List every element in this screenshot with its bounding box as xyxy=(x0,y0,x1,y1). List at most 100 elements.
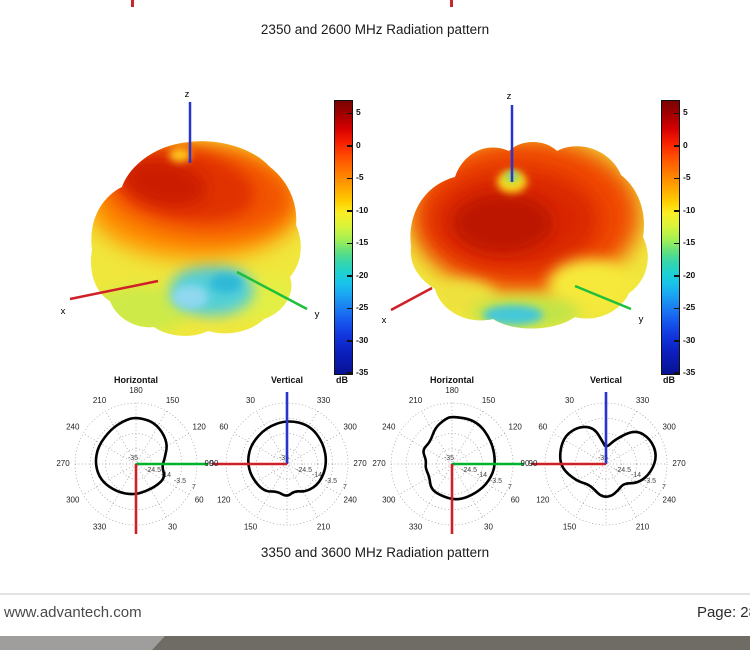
angle-label: 270 xyxy=(672,459,686,468)
angle-label: 210 xyxy=(409,396,423,405)
colorbar-left xyxy=(334,100,353,375)
colorbar-tick-label: 0 xyxy=(683,139,688,150)
y-axis-label: y xyxy=(315,309,320,320)
angle-label: 270 xyxy=(372,459,386,468)
angle-label: 30 xyxy=(484,522,493,531)
colorbar-tick xyxy=(674,307,679,309)
radial-tick-label: -3.5 xyxy=(490,478,502,485)
angle-label: 330 xyxy=(636,396,650,405)
colorbar-tick xyxy=(347,340,352,342)
colorbar-tick-label: -15 xyxy=(356,237,369,247)
angle-label: 300 xyxy=(66,496,80,505)
radial-tick-label: -35 xyxy=(598,455,608,462)
colorbar-tick xyxy=(347,210,352,212)
colorbar-tick-label: -20 xyxy=(683,269,696,280)
radiation-pattern-curve xyxy=(422,415,497,501)
radial-tick-label: -3.5 xyxy=(174,478,186,485)
angle-label: 330 xyxy=(93,522,107,531)
angle-label: 120 xyxy=(509,423,523,432)
angle-label: 90 xyxy=(210,459,219,468)
colorbar-unit-label: dB xyxy=(336,375,348,385)
colorbar-tick xyxy=(347,307,352,309)
z-axis-label: z xyxy=(185,89,190,100)
colorbar-tick xyxy=(347,112,352,114)
colorbar-tick xyxy=(674,372,679,374)
blob-left xyxy=(90,141,301,336)
radial-tick-label: 7 xyxy=(508,484,512,491)
angle-label: 180 xyxy=(445,386,459,395)
radial-tick-label: -14 xyxy=(477,472,487,479)
colorbar-tick-label: 5 xyxy=(683,107,688,117)
angle-label: 240 xyxy=(344,496,358,505)
angle-label: 210 xyxy=(636,522,650,531)
angle-label: 270 xyxy=(353,459,367,468)
colorbar-tick xyxy=(674,145,679,147)
angle-label: 30 xyxy=(565,396,574,405)
angle-label: 30 xyxy=(168,522,177,531)
colorbar-tick-label: 0 xyxy=(356,139,361,150)
radial-tick-label: -35 xyxy=(444,455,454,462)
colorbar-tick xyxy=(674,242,679,244)
radial-tick-label: -35 xyxy=(128,455,138,462)
polar-plot-vertical-1: -35 -24.5 -14 -3.5 7 330 300 270 240 210… xyxy=(210,392,367,531)
x-axis-line xyxy=(69,279,159,301)
colorbar-tick-label: -25 xyxy=(356,302,369,312)
colorbar-tick-label: -25 xyxy=(683,302,696,312)
footer-page-number: Page: 28 xyxy=(696,604,750,621)
colorbar-tick-label: -30 xyxy=(356,334,369,345)
angle-label: 150 xyxy=(482,396,496,405)
x-axis-line xyxy=(390,286,433,312)
colorbar-tick xyxy=(674,112,679,114)
figure-caption-top: 2350 and 2600 MHz Radiation pattern xyxy=(260,22,490,37)
colorbar-tick xyxy=(347,145,352,147)
angle-label: 240 xyxy=(66,423,80,432)
angle-label: 150 xyxy=(244,522,258,531)
angle-label: 150 xyxy=(166,396,180,405)
radial-tick-label: -3.5 xyxy=(644,478,656,485)
footer-divider xyxy=(0,593,750,595)
angle-label: 30 xyxy=(246,396,255,405)
angle-label: 150 xyxy=(563,522,577,531)
radial-tick-label: 7 xyxy=(662,484,666,491)
colorbar-tick-label: -35 xyxy=(683,367,696,377)
z-axis-label: z xyxy=(507,91,512,102)
radial-tick-label: -14 xyxy=(161,472,171,479)
colorbar-tick-label: 5 xyxy=(356,107,361,117)
x-axis-label: x xyxy=(382,315,387,326)
colorbar-right xyxy=(661,100,680,375)
colorbar-tick xyxy=(674,340,679,342)
colorbar-unit-label: dB xyxy=(663,375,675,385)
angle-label: 300 xyxy=(663,423,677,432)
colorbar-tick-label: -35 xyxy=(356,367,369,377)
angle-label: 120 xyxy=(217,496,231,505)
y-axis-label: y xyxy=(639,314,644,325)
angle-label: 300 xyxy=(382,496,396,505)
footer-website: www.advantech.com xyxy=(4,604,142,621)
radiation-3d-plot-right: z x y xyxy=(382,91,648,329)
colorbar-tick-label: -15 xyxy=(683,237,696,247)
radial-tick-label: -24.5 xyxy=(461,467,477,474)
radial-tick-label: -24.5 xyxy=(145,467,161,474)
cut-heading-mark-left xyxy=(131,0,134,7)
y-axis-line xyxy=(236,270,308,311)
polar-title: Horizontal xyxy=(430,375,474,385)
angle-label: 180 xyxy=(129,386,143,395)
angle-label: 120 xyxy=(536,496,550,505)
polar-plot-vertical-2: -35 -24.5 -14 -3.5 7 330 300 270 240 210… xyxy=(529,392,686,531)
angle-label: 60 xyxy=(511,496,520,505)
colorbar-tick-label: -5 xyxy=(356,172,364,182)
radiation-pattern-curve xyxy=(94,416,168,496)
colorbar-tick xyxy=(674,210,679,212)
cut-heading-mark-right xyxy=(450,0,453,7)
radiation-pattern-curve xyxy=(246,420,328,497)
colorbar-tick-label: -5 xyxy=(683,172,691,182)
radial-tick-label: -24.5 xyxy=(615,467,631,474)
polar-plot-horizontal-1: -35 -24.5 -14 -3.5 7 180 150 120 90 60 3… xyxy=(56,386,214,534)
polar-title: Vertical xyxy=(589,375,623,385)
x-axis-label: x xyxy=(61,306,66,317)
radial-tick-label: -35 xyxy=(279,455,289,462)
angle-label: 210 xyxy=(93,396,107,405)
angle-label: 240 xyxy=(382,423,396,432)
angle-label: 90 xyxy=(529,459,538,468)
